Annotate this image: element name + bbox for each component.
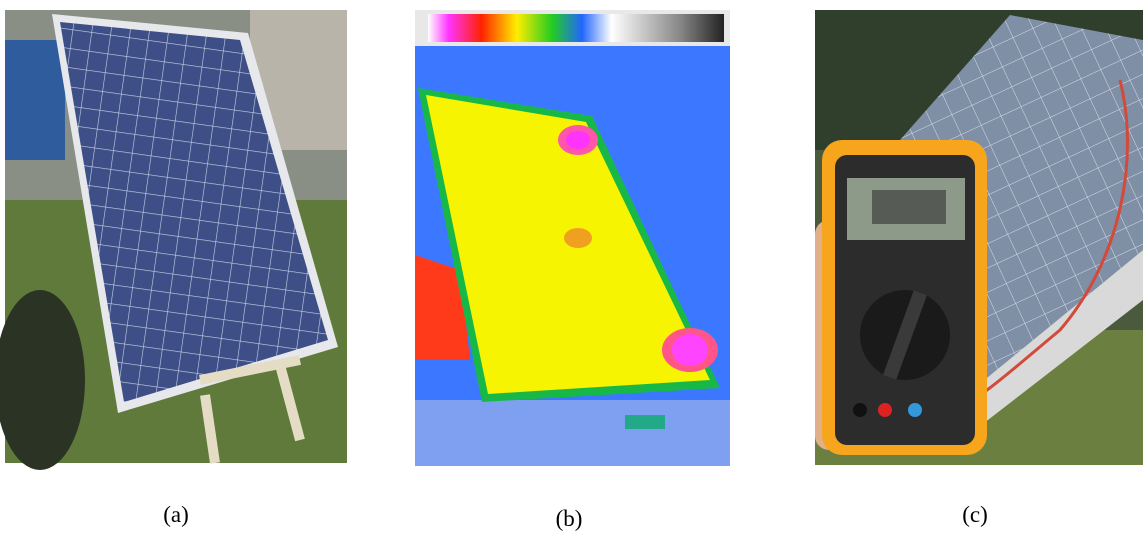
- caption: (b): [556, 506, 583, 531]
- page: (a) (b) (c) (() => { const data = JSON.p…: [0, 0, 1143, 535]
- photo-c: [815, 10, 1143, 465]
- photo-a: [0, 10, 347, 470]
- photo-b: [415, 10, 730, 466]
- caption: (c): [962, 502, 988, 527]
- caption: (a): [163, 502, 189, 527]
- figure: (a) (b) (c): [0, 0, 1143, 535]
